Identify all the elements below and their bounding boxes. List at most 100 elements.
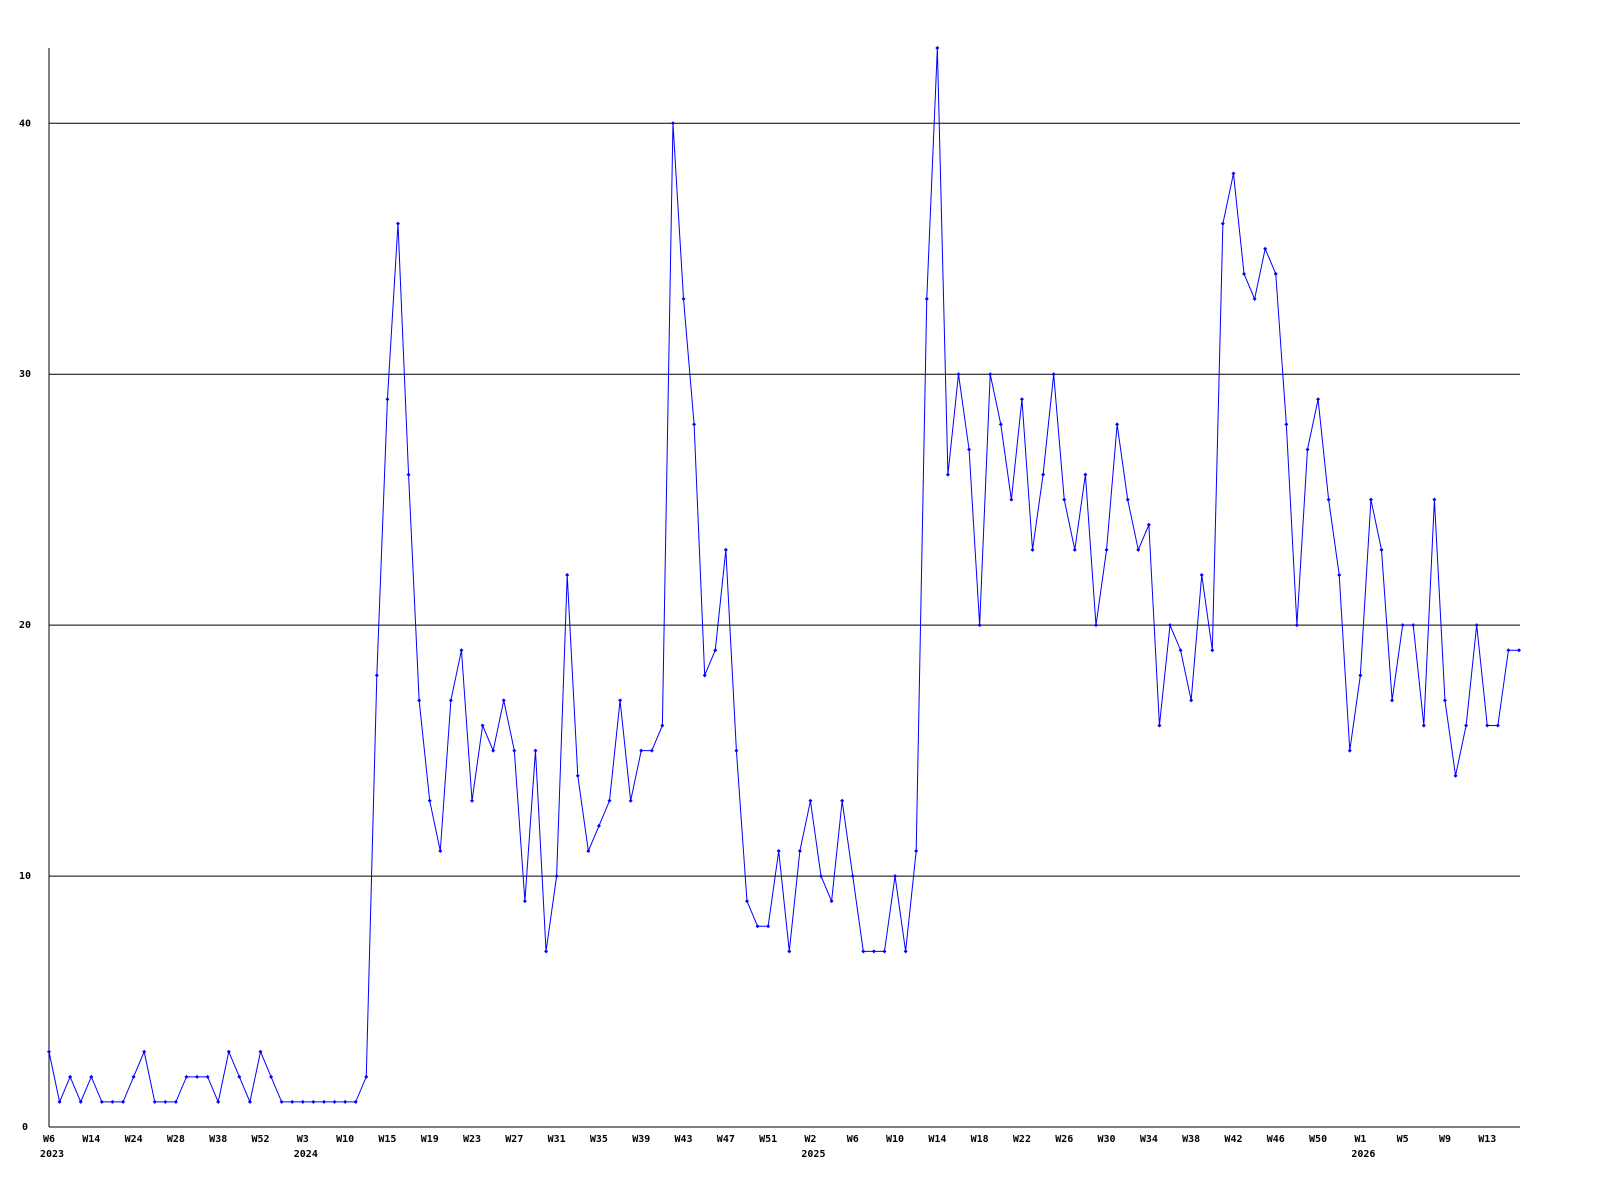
x-tick-label: W38 (209, 1134, 227, 1145)
point (152, 1099, 157, 1104)
y-tick-label: 0 (22, 1122, 28, 1133)
point (269, 1074, 274, 1079)
point (89, 1074, 94, 1079)
point (575, 773, 580, 778)
point (1168, 623, 1173, 628)
year-label: 2024 (294, 1149, 318, 1160)
point (68, 1074, 73, 1079)
x-tick-label: W5 (1397, 1134, 1409, 1145)
point (237, 1074, 242, 1079)
x-tick-label: W31 (548, 1134, 566, 1145)
point (1474, 623, 1479, 628)
point (364, 1074, 369, 1079)
x-tick-label: W47 (717, 1134, 735, 1145)
point (216, 1099, 221, 1104)
point (470, 798, 475, 803)
point (395, 221, 400, 226)
point (427, 798, 432, 803)
x-tick-label: W42 (1224, 1134, 1242, 1145)
x-tick-label: W15 (378, 1134, 396, 1145)
x-tick-label: W6 (847, 1134, 859, 1145)
point (1305, 447, 1310, 452)
point (692, 422, 697, 427)
point (522, 899, 527, 904)
x-tick-label: W1 (1354, 1134, 1366, 1145)
point (713, 648, 718, 653)
point (1316, 397, 1321, 402)
y-tick-label: 40 (19, 118, 31, 129)
y-tick-label: 10 (19, 871, 31, 882)
point (956, 372, 961, 377)
point (1252, 296, 1257, 301)
point (163, 1099, 168, 1104)
point (1284, 422, 1289, 427)
point (300, 1099, 305, 1104)
x-tick-label: W6 (43, 1134, 55, 1145)
point (1506, 648, 1511, 653)
point (142, 1049, 147, 1054)
point (57, 1099, 62, 1104)
point (882, 949, 887, 954)
x-tick-label: W52 (251, 1134, 269, 1145)
point (660, 723, 665, 728)
x-tick-label: W39 (632, 1134, 650, 1145)
point (988, 372, 993, 377)
x-tick-label: W46 (1267, 1134, 1285, 1145)
point (1199, 572, 1204, 577)
point (110, 1099, 115, 1104)
point (776, 848, 781, 853)
point (1337, 572, 1342, 577)
point (512, 748, 517, 753)
x-tick-label: W34 (1140, 1134, 1158, 1145)
x-tick-label: W23 (463, 1134, 481, 1145)
point (850, 874, 855, 879)
point (1178, 648, 1183, 653)
point (78, 1099, 83, 1104)
point (618, 698, 623, 703)
point (1442, 698, 1447, 703)
point (1273, 271, 1278, 276)
point (945, 472, 950, 477)
point (903, 949, 908, 954)
point (1517, 648, 1521, 653)
x-tick-label: W28 (167, 1134, 185, 1145)
point (1347, 748, 1352, 753)
point (808, 798, 813, 803)
point (787, 949, 792, 954)
point (332, 1099, 337, 1104)
point (47, 1049, 51, 1054)
point (226, 1049, 231, 1054)
x-tick-label: W43 (675, 1134, 693, 1145)
point (448, 698, 453, 703)
x-tick-label: W35 (590, 1134, 608, 1145)
point (258, 1049, 263, 1054)
point (1125, 497, 1130, 502)
point (1136, 547, 1141, 552)
x-tick-label: W22 (1013, 1134, 1031, 1145)
point (311, 1099, 316, 1104)
point (924, 296, 929, 301)
point (343, 1099, 348, 1104)
x-tick-label: W27 (505, 1134, 523, 1145)
point (491, 748, 496, 753)
point (1379, 547, 1384, 552)
x-tick-label: W51 (759, 1134, 777, 1145)
point (935, 46, 940, 50)
x-tick-label: W10 (886, 1134, 904, 1145)
point (554, 874, 559, 879)
point (797, 848, 802, 853)
point (1062, 497, 1067, 502)
year-label: 2025 (801, 1149, 825, 1160)
point (1104, 547, 1109, 552)
x-tick-label: W14 (82, 1134, 100, 1145)
point (1390, 698, 1395, 703)
point (649, 748, 654, 753)
point (1115, 422, 1120, 427)
point (1421, 723, 1426, 728)
y-tick-label: 30 (19, 369, 31, 380)
point (766, 924, 771, 929)
point (607, 798, 612, 803)
point (1072, 547, 1077, 552)
